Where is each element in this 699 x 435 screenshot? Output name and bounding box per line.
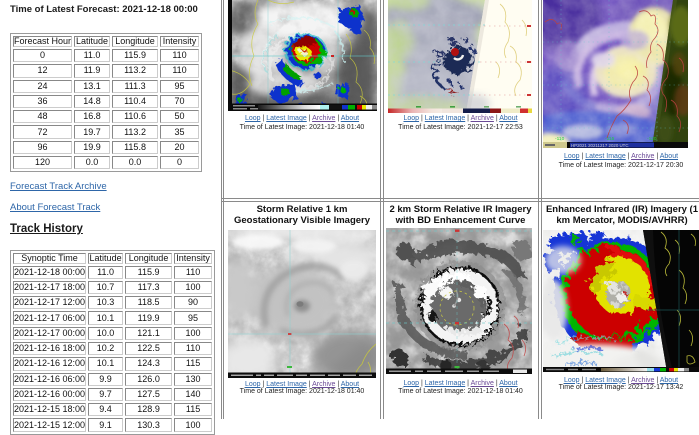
svg-text:-110: -110 [555, 136, 565, 142]
svg-text:-115: -115 [605, 136, 615, 142]
svg-text:-120: -120 [647, 136, 657, 142]
svg-text:HP2021 20211217 2020 UTC: HP2021 20211217 2020 UTC [571, 143, 629, 148]
